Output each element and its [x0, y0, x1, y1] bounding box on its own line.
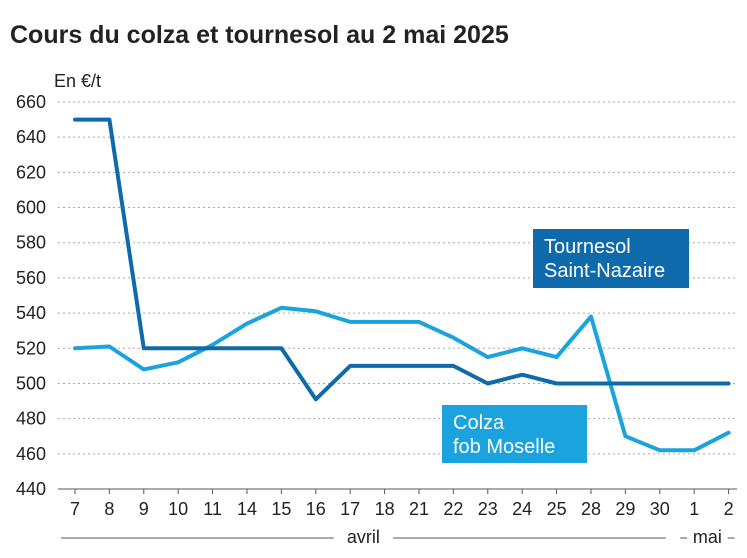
x-tick-label: 29 — [615, 499, 635, 519]
x-tick-label: 1 — [689, 499, 699, 519]
y-tick-label: 520 — [16, 338, 46, 358]
x-tick-label: 21 — [409, 499, 429, 519]
x-tick-label: 25 — [547, 499, 567, 519]
y-tick-label: 540 — [16, 303, 46, 323]
y-tick-label: 560 — [16, 268, 46, 288]
month-axis: avril mai — [61, 527, 735, 547]
x-tick-label: 7 — [70, 499, 80, 519]
series-label-colza-text: Colza — [453, 412, 505, 434]
y-axis-unit-label: En €/t — [54, 71, 101, 91]
series-lines — [73, 117, 731, 453]
series-line-colza — [73, 305, 731, 453]
chart-title: Cours du colza et tournesol au 2 mai 202… — [10, 21, 509, 49]
y-tick-label: 500 — [16, 373, 46, 393]
series-label-colza-text: fob Moselle — [453, 436, 555, 458]
x-tick-label: 18 — [375, 499, 395, 519]
series-label-tournesol-box — [533, 229, 689, 288]
y-tick-label: 600 — [16, 198, 46, 218]
month-label: mai — [693, 527, 722, 547]
x-tick-label: 14 — [237, 499, 257, 519]
y-tick-label: 480 — [16, 409, 46, 429]
y-tick-label: 620 — [16, 162, 46, 182]
x-tick-label: 9 — [139, 499, 149, 519]
series-label-tournesol-text: Saint-Nazaire — [544, 260, 665, 282]
grid-lines — [58, 101, 737, 494]
series-line-tournesol — [73, 117, 731, 402]
x-tick-label: 11 — [203, 499, 222, 519]
series-label-colza-box — [442, 405, 587, 463]
x-tick-label: 8 — [104, 499, 114, 519]
x-tick-label: 23 — [478, 499, 498, 519]
x-tick-label: 16 — [306, 499, 326, 519]
x-tick-label: 2 — [724, 499, 734, 519]
x-tick-label: 17 — [340, 499, 360, 519]
x-tick-label: 15 — [271, 499, 291, 519]
month-label: avril — [347, 527, 380, 547]
x-tick-label: 30 — [650, 499, 670, 519]
x-tick-label: 24 — [512, 499, 532, 519]
x-tick-labels: 7 8 9 10 11 14 15 16 17 18 21 22 23 24 25 28 29 30 1 2 — [70, 499, 734, 519]
x-tick-label: 22 — [443, 499, 463, 519]
series-label-tournesol-text: Tournesol — [544, 236, 631, 258]
x-tick-label: 10 — [168, 499, 188, 519]
x-tick-label: 28 — [581, 499, 601, 519]
y-tick-label: 640 — [16, 127, 46, 147]
y-tick-labels: 440 460 480 500 520 540 560 580 600 620 640 660 — [16, 92, 46, 499]
y-tick-label: 580 — [16, 233, 46, 253]
y-tick-label: 660 — [16, 92, 46, 112]
y-tick-label: 440 — [16, 479, 46, 499]
y-tick-label: 460 — [16, 444, 46, 464]
